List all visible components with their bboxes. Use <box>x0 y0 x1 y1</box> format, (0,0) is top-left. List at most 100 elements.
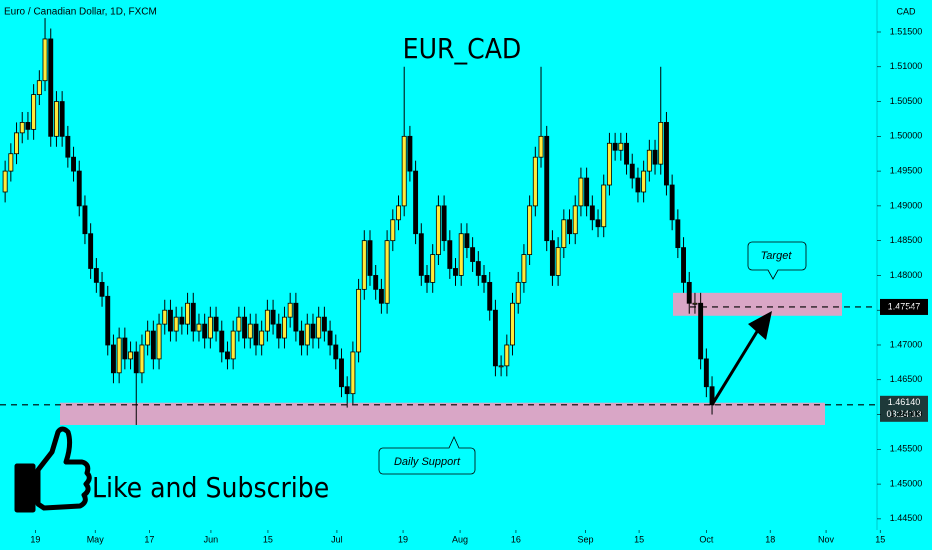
candle-body <box>544 135 550 242</box>
candle-body <box>76 170 82 207</box>
candle-body <box>116 337 122 374</box>
y-tick-label: 1.50500 <box>890 96 923 106</box>
candle-body <box>367 240 373 276</box>
candle-body <box>259 330 265 346</box>
x-tick-label: 15 <box>263 534 273 544</box>
target-zone <box>673 292 842 316</box>
y-tick-label: 1.49500 <box>890 165 923 175</box>
candle-body <box>532 156 538 207</box>
candle-body <box>401 135 407 207</box>
candle-body <box>173 316 179 332</box>
candle-body <box>242 316 248 339</box>
candle-body <box>589 205 595 221</box>
candle-body <box>703 358 709 388</box>
candle-body <box>663 122 669 186</box>
y-tick-label: 1.46500 <box>890 374 923 384</box>
candle-body <box>321 316 327 332</box>
candle-body <box>675 219 681 249</box>
support-label: Daily Support <box>394 456 461 468</box>
x-tick-label: Nov <box>818 534 835 544</box>
candle-body <box>527 205 533 255</box>
candle-body <box>168 309 173 332</box>
candle-body <box>25 122 31 130</box>
candle-body <box>413 170 419 235</box>
candle-body <box>549 240 555 276</box>
candle-body <box>207 316 213 339</box>
candle-body <box>669 184 675 221</box>
x-tick-label: 16 <box>511 534 521 544</box>
x-tick-label: 15 <box>875 534 885 544</box>
candle-body <box>213 316 219 332</box>
candle-body <box>464 233 470 249</box>
candle-body <box>652 149 658 165</box>
y-tick-label: 1.48500 <box>890 235 923 245</box>
candle-body <box>629 163 635 179</box>
candle-body <box>327 330 333 346</box>
candle-body <box>601 184 607 228</box>
zones <box>60 292 842 425</box>
x-tick-label: 19 <box>30 534 40 544</box>
candle-body <box>458 233 464 276</box>
candle-body <box>487 281 493 311</box>
symbol-header: Euro / Canadian Dollar, 1D, FXCM <box>4 7 157 18</box>
x-tick-label: 19 <box>398 534 408 544</box>
target-price-label: 1.47547 <box>888 301 921 311</box>
candle-body <box>635 177 641 193</box>
candle-body <box>339 358 344 388</box>
candle-body <box>139 344 145 374</box>
y-tick-label: 1.47500 <box>890 305 923 315</box>
target-label: Target <box>761 250 793 262</box>
candle-body <box>447 240 453 269</box>
candle-body <box>202 323 208 339</box>
x-tick-label: 17 <box>144 534 154 544</box>
x-tick-label: May <box>87 534 105 544</box>
last-price-box <box>880 395 928 422</box>
x-tick-label: Sep <box>577 534 593 544</box>
candles <box>2 18 715 425</box>
candle-body <box>31 94 37 130</box>
candle-body <box>2 170 8 193</box>
thumbs-up-icon <box>14 426 92 513</box>
support-zone <box>60 402 825 425</box>
candle-body <box>48 38 54 137</box>
candle-body <box>19 122 25 134</box>
candle-body <box>378 288 384 304</box>
candle-body <box>145 330 151 346</box>
candle-body <box>8 153 14 172</box>
candle-body <box>59 101 65 137</box>
candle-body <box>515 281 521 304</box>
candle-body <box>196 323 202 332</box>
candle-body <box>538 135 544 158</box>
candle-body <box>128 351 134 360</box>
candle-body <box>71 156 76 172</box>
candle-body <box>350 351 356 395</box>
candle-body <box>612 142 618 151</box>
candle-body <box>424 275 430 283</box>
candle-body <box>572 205 578 235</box>
candle-body <box>310 323 316 339</box>
x-tick-label: 18 <box>765 534 775 544</box>
candle-body <box>641 170 647 193</box>
candle-body <box>595 219 601 228</box>
candle-body <box>373 275 379 290</box>
candle-body <box>333 344 339 360</box>
candle-body <box>344 386 350 395</box>
candle-body <box>561 219 567 249</box>
candle-body <box>504 344 510 367</box>
target-price-box <box>880 298 928 315</box>
candle-body <box>230 330 236 360</box>
y-tick-label: 1.45000 <box>890 478 923 488</box>
y-tick-label: 1.51000 <box>890 61 923 71</box>
candle-body <box>481 275 487 283</box>
candle-body <box>396 205 401 221</box>
candle-body <box>82 205 88 235</box>
candle-body <box>276 323 282 339</box>
candle-body <box>470 247 476 262</box>
candle-body <box>606 142 612 186</box>
cta-text: Like and Subscribe <box>92 471 329 504</box>
y-tick-label: 1.51500 <box>890 26 923 36</box>
y-tick-label: 1.49000 <box>890 200 923 210</box>
candle-body <box>384 240 390 304</box>
candle-body <box>236 316 242 332</box>
